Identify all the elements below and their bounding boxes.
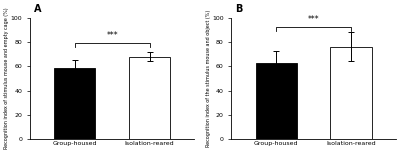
Text: B: B xyxy=(235,4,242,14)
Bar xyxy=(330,47,372,140)
Bar xyxy=(256,63,297,140)
Bar xyxy=(129,57,170,140)
Text: ***: *** xyxy=(106,31,118,40)
Y-axis label: Recognition index of stimulus mouse and empty cage (%): Recognition index of stimulus mouse and … xyxy=(4,8,9,149)
Y-axis label: Recognition index of the stimulus mouse and object (%): Recognition index of the stimulus mouse … xyxy=(206,10,210,147)
Text: A: A xyxy=(34,4,41,14)
Bar xyxy=(54,68,95,140)
Text: ***: *** xyxy=(308,15,319,24)
